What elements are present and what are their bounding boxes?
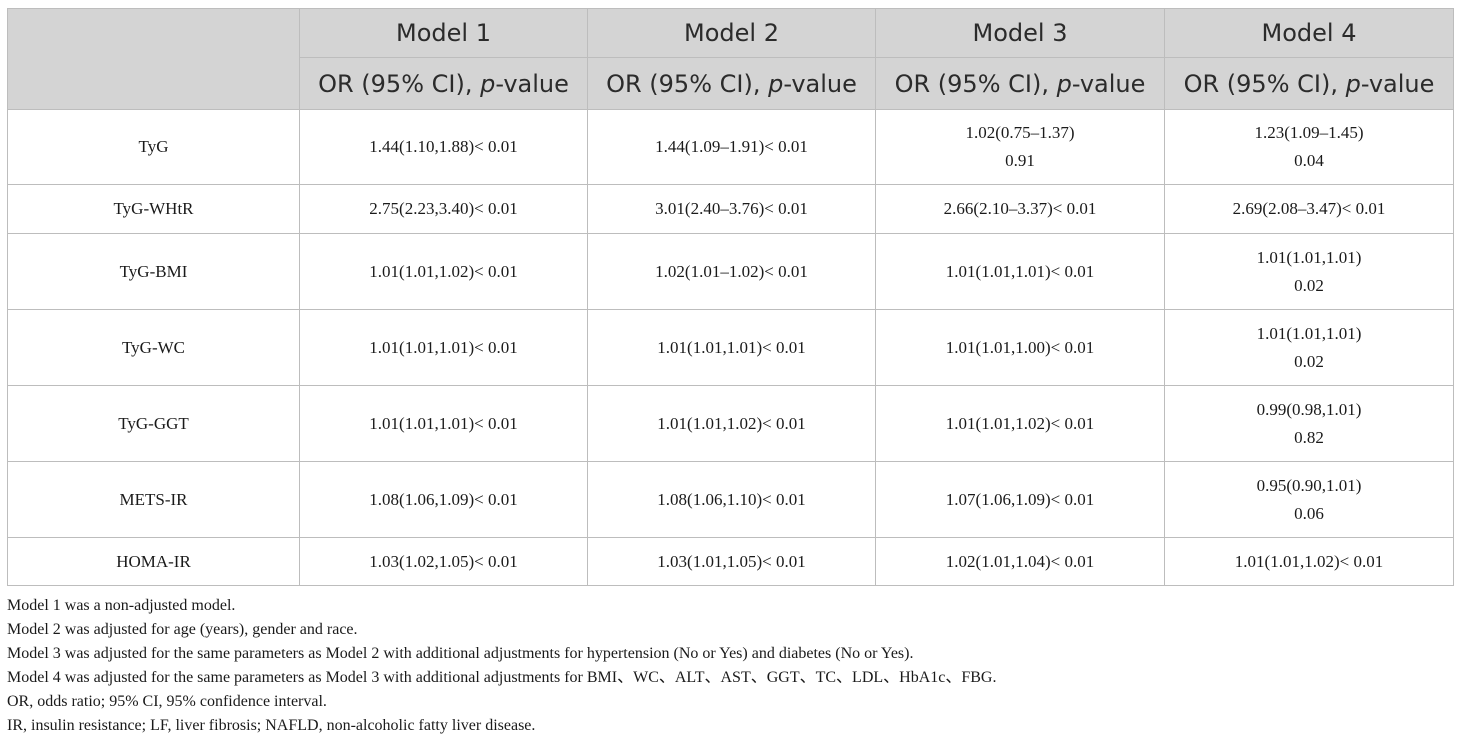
cell-value: 1.44(1.10,1.88)< 0.01 — [369, 137, 518, 156]
cell-model-2: 1.03(1.01,1.05)< 0.01 — [587, 537, 876, 586]
row-label: METS-IR — [7, 461, 300, 538]
cell-value: 0.04 — [1294, 151, 1324, 170]
cell-value: 2.66(2.10–3.37)< 0.01 — [943, 199, 1097, 218]
cell-value: 2.69(2.08–3.47)< 0.01 — [1232, 199, 1386, 218]
header-corner — [7, 8, 300, 110]
table-row: TyG 1.44(1.10,1.88)< 0.01 1.44(1.09–1.91)<… — [7, 109, 1454, 185]
header-measure-2: OR (95% CI), p-value — [587, 57, 876, 110]
cell-value: 0.06 — [1294, 503, 1324, 523]
cell-value: 1.03(1.02,1.05)< 0.01 — [369, 551, 518, 571]
cell-value: 1.08(1.06,1.09)< 0.01 — [369, 489, 518, 509]
cell-value: 1.08(1.06,1.10)< 0.01 — [657, 489, 806, 509]
table-footnotes: Model 1 was a non-adjusted model. Model … — [7, 594, 1447, 738]
cell-model-2: 1.02(1.01–1.02)< 0.01 — [587, 233, 876, 310]
cell-model-4: 1.23(1.09–1.45) 0.04 — [1164, 109, 1454, 185]
header-model-3: Model 3 — [875, 8, 1165, 58]
table-row: TyG-GGT 1.01(1.01,1.01)< 0.01 1.01(1.01,1.… — [7, 385, 1454, 462]
cell-value: 1.44(1.09–1.91)< 0.01 — [655, 137, 808, 156]
cell-value: 1.01(1.01,1.01)< 0.01 — [369, 337, 518, 357]
header-measure-1: OR (95% CI), p-value — [299, 57, 588, 110]
cell-model-3: 1.01(1.01,1.02)< 0.01 — [875, 385, 1165, 462]
cell-model-1: 1.08(1.06,1.09)< 0.01 — [299, 461, 588, 538]
row-label: HOMA-IR — [7, 537, 300, 586]
cell-model-1: 1.01(1.01,1.01)< 0.01 — [299, 309, 588, 386]
table-row: HOMA-IR 1.03(1.02,1.05)< 0.01 1.03(1.01,1.… — [7, 537, 1454, 586]
footnote-model-2: Model 2 was adjusted for age (years), ge… — [7, 621, 358, 638]
header-model-2: Model 2 — [587, 8, 876, 58]
cell-value: 1.01(1.01,1.02)< 0.01 — [657, 413, 806, 433]
cell-model-2: 1.01(1.01,1.01)< 0.01 — [587, 309, 876, 386]
row-label: TyG-WC — [7, 309, 300, 386]
table-row: TyG-WC 1.01(1.01,1.01)< 0.01 1.01(1.01,1.0… — [7, 309, 1454, 386]
cell-model-1: 1.01(1.01,1.01)< 0.01 — [299, 385, 588, 462]
cell-model-2: 1.01(1.01,1.02)< 0.01 — [587, 385, 876, 462]
cell-value: 1.01(1.01,1.02)< 0.01 — [1234, 551, 1384, 571]
cell-value: 1.23(1.09–1.45) — [1254, 123, 1364, 142]
cell-value: 0.95(0.90,1.01) — [1256, 475, 1362, 495]
cell-value: 1.02(1.01–1.02)< 0.01 — [655, 261, 808, 281]
cell-model-4: 2.69(2.08–3.47)< 0.01 — [1164, 184, 1454, 234]
footnote-model-1: Model 1 was a non-adjusted model. — [7, 597, 236, 614]
cell-model-4: 1.01(1.01,1.01) 0.02 — [1164, 233, 1454, 310]
cell-model-3: 1.01(1.01,1.01)< 0.01 — [875, 233, 1165, 310]
row-label: TyG — [7, 109, 300, 185]
header-measure-4: OR (95% CI), p-value — [1164, 57, 1454, 110]
header-row-measure: OR (95% CI), p-value OR (95% CI), p-valu… — [8, 57, 1454, 110]
cell-value: 1.01(1.01,1.00)< 0.01 — [945, 337, 1095, 357]
cell-value: 3.01(2.40–3.76)< 0.01 — [655, 199, 808, 218]
header-measure-3: OR (95% CI), p-value — [875, 57, 1165, 110]
table-row: TyG-WHtR 2.75(2.23,3.40)< 0.01 3.01(2.40–3… — [7, 184, 1454, 234]
row-label: TyG-GGT — [7, 385, 300, 462]
cell-value: 1.02(0.75–1.37) — [965, 123, 1075, 142]
footnote-model-3: Model 3 was adjusted for the same parame… — [7, 645, 914, 662]
cell-value: 2.75(2.23,3.40)< 0.01 — [369, 199, 518, 218]
cell-model-4: 0.99(0.98,1.01) 0.82 — [1164, 385, 1454, 462]
cell-model-1: 2.75(2.23,3.40)< 0.01 — [299, 184, 588, 234]
cell-value: 0.99(0.98,1.01) — [1256, 399, 1362, 419]
cell-value: 1.01(1.01,1.02)< 0.01 — [945, 413, 1095, 433]
cell-value: 0.02 — [1294, 275, 1324, 295]
cell-model-4: 0.95(0.90,1.01) 0.06 — [1164, 461, 1454, 538]
footnote-model-4: Model 4 was adjusted for the same parame… — [7, 669, 997, 686]
cell-model-1: 1.01(1.01,1.02)< 0.01 — [299, 233, 588, 310]
cell-model-3: 1.01(1.01,1.00)< 0.01 — [875, 309, 1165, 386]
cell-value: 1.02(1.01,1.04)< 0.01 — [945, 551, 1095, 571]
cell-value: 1.07(1.06,1.09)< 0.01 — [945, 489, 1095, 509]
cell-value: 1.01(1.01,1.01) — [1256, 247, 1362, 267]
cell-model-3: 1.07(1.06,1.09)< 0.01 — [875, 461, 1165, 538]
cell-model-1: 1.44(1.10,1.88)< 0.01 — [299, 109, 588, 185]
cell-model-1: 1.03(1.02,1.05)< 0.01 — [299, 537, 588, 586]
cell-model-3: 1.02(0.75–1.37) 0.91 — [875, 109, 1165, 185]
results-table: Model 1 Model 2 Model 3 Model 4 OR (95% … — [7, 8, 1454, 586]
cell-value: 1.01(1.01,1.01)< 0.01 — [945, 261, 1095, 281]
row-label: TyG-WHtR — [7, 184, 300, 234]
cell-value: 1.01(1.01,1.01)< 0.01 — [657, 337, 806, 357]
footnote-abbreviations: IR, insulin resistance; LF, liver fibros… — [7, 717, 536, 734]
cell-value: 0.82 — [1294, 427, 1324, 447]
cell-value: 1.01(1.01,1.02)< 0.01 — [369, 261, 518, 281]
results-table-container: Model 1 Model 2 Model 3 Model 4 OR (95% … — [7, 8, 1454, 586]
cell-model-2: 1.44(1.09–1.91)< 0.01 — [587, 109, 876, 185]
cell-value: 1.01(1.01,1.01)< 0.01 — [369, 413, 518, 433]
cell-model-3: 2.66(2.10–3.37)< 0.01 — [875, 184, 1165, 234]
cell-model-4: 1.01(1.01,1.01) 0.02 — [1164, 309, 1454, 386]
cell-value: 0.02 — [1294, 351, 1324, 371]
row-label: TyG-BMI — [7, 233, 300, 310]
table-body: TyG 1.44(1.10,1.88)< 0.01 1.44(1.09–1.91)<… — [7, 109, 1454, 586]
table-row: METS-IR 1.08(1.06,1.09)< 0.01 1.08(1.06,1.… — [7, 461, 1454, 538]
cell-model-2: 3.01(2.40–3.76)< 0.01 — [587, 184, 876, 234]
cell-model-3: 1.02(1.01,1.04)< 0.01 — [875, 537, 1165, 586]
cell-value: 1.03(1.01,1.05)< 0.01 — [657, 551, 806, 571]
cell-value: 1.01(1.01,1.01) — [1256, 323, 1362, 343]
cell-model-4: 1.01(1.01,1.02)< 0.01 — [1164, 537, 1454, 586]
footnote-or-ci: OR, odds ratio; 95% CI, 95% confidence i… — [7, 693, 327, 710]
header-model-1: Model 1 — [299, 8, 588, 58]
cell-model-2: 1.08(1.06,1.10)< 0.01 — [587, 461, 876, 538]
header-row-models: Model 1 Model 2 Model 3 Model 4 — [7, 8, 1454, 110]
cell-value: 0.91 — [1005, 151, 1035, 170]
header-model-4: Model 4 — [1164, 8, 1454, 58]
table-row: TyG-BMI 1.01(1.01,1.02)< 0.01 1.02(1.01–1.… — [7, 233, 1454, 310]
